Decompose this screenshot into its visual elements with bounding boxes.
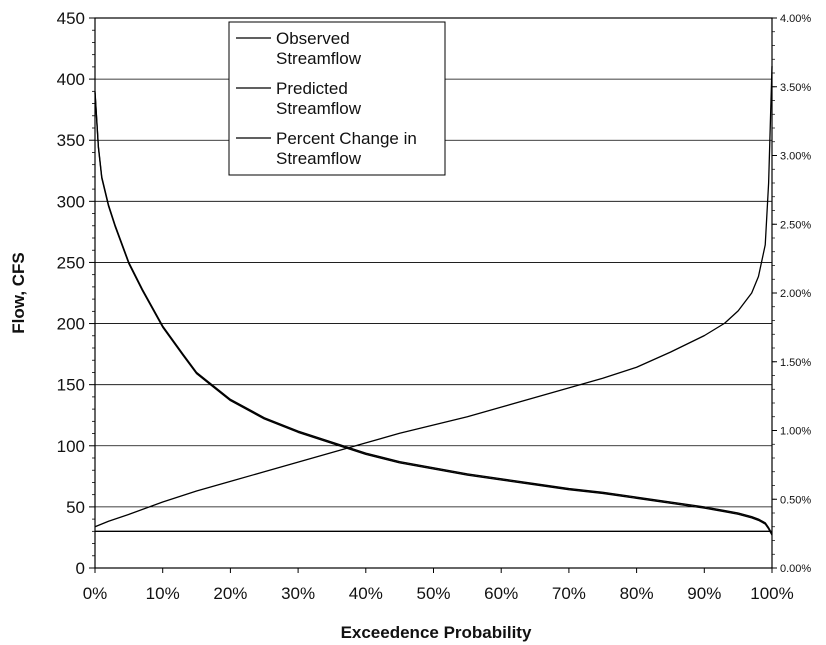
y2-tick-label: 1.00% <box>780 426 811 438</box>
y2-tick-label: 3.00% <box>780 151 811 163</box>
y-tick-label: 150 <box>57 376 85 395</box>
y-tick-label: 0 <box>76 559 85 578</box>
series-lines <box>94 66 773 536</box>
x-axis-title: Exceedence Probability <box>341 623 532 642</box>
x-tick-label: 60% <box>484 584 518 603</box>
y2-tick-label: 0.00% <box>780 563 811 575</box>
plot-area-frame <box>94 17 773 569</box>
legend: Observed Streamflow Predicted Streamflow… <box>228 21 446 176</box>
gridlines <box>95 78 772 508</box>
x-tick-label: 70% <box>552 584 586 603</box>
y2-tick-label: 1.50% <box>780 357 811 369</box>
x-tick-label: 30% <box>281 584 315 603</box>
y-tick-label: 250 <box>57 253 85 272</box>
x-tick-label: 80% <box>620 584 654 603</box>
x-tick-label: 0% <box>83 584 108 603</box>
y2-tick-label: 2.00% <box>780 288 811 300</box>
legend-label-percent-change-2: Streamflow <box>276 149 362 168</box>
y-tick-label: 100 <box>57 437 85 456</box>
y-tick-label: 400 <box>57 70 85 89</box>
x-tick-label: 50% <box>416 584 450 603</box>
legend-label-predicted-2: Streamflow <box>276 99 362 118</box>
y-tick-label: 200 <box>57 315 85 334</box>
x-tick-label: 100% <box>750 584 793 603</box>
legend-box <box>228 21 446 176</box>
y2-tick-label: 2.50% <box>780 219 811 231</box>
y2-tick-label: 0.50% <box>780 494 811 506</box>
x-tick-label: 40% <box>349 584 383 603</box>
x-tick-label: 10% <box>146 584 180 603</box>
x-tick-label: 20% <box>213 584 247 603</box>
y-tick-label: 450 <box>57 9 85 28</box>
legend-label-percent-change-1: Percent Change in <box>276 129 417 148</box>
y2-tick-label: 3.50% <box>780 82 811 94</box>
y-tick-label: 350 <box>57 131 85 150</box>
legend-label-observed-1: Observed <box>276 29 350 48</box>
axes <box>89 17 777 573</box>
legend-label-predicted-1: Predicted <box>276 79 348 98</box>
series-line-predicted-streamflow <box>94 92 773 536</box>
y-tick-label: 50 <box>66 498 85 517</box>
y2-tick-label: 4.00% <box>780 13 811 25</box>
series-line-percent-change-in-streamflow <box>94 66 773 528</box>
y-tick-label: 300 <box>57 192 85 211</box>
x-tick-label: 90% <box>687 584 721 603</box>
y-axis-title: Flow, CFS <box>9 252 28 334</box>
tick-labels: 0 50 100 150 200 250 300 350 400 450 0.00% 0.50% 1.0… <box>57 9 812 603</box>
legend-label-observed-2: Streamflow <box>276 49 362 68</box>
